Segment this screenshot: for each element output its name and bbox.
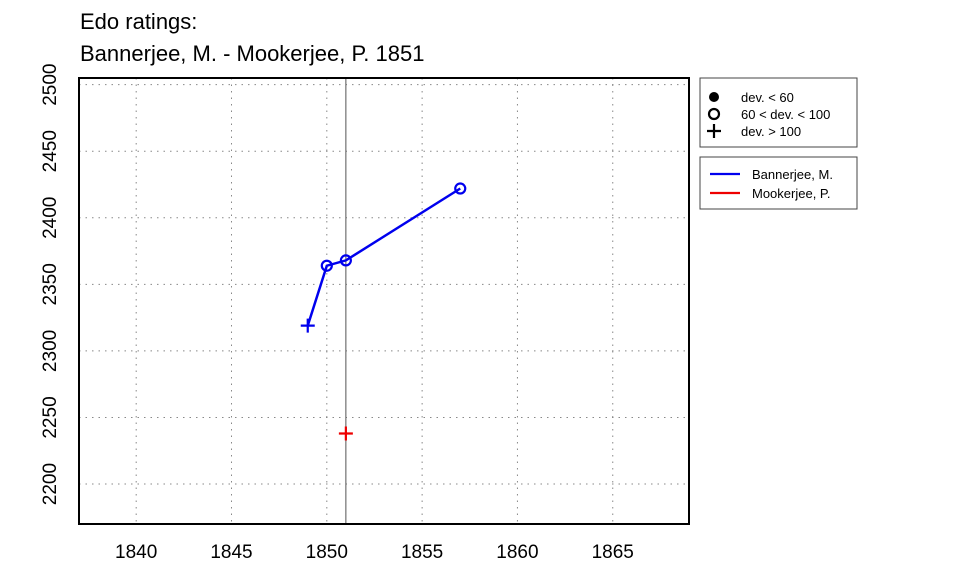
series-legend: Bannerjee, M. Mookerjee, P. [699, 156, 858, 210]
series-group [300, 182, 467, 441]
series-line [306, 187, 461, 327]
data-point-circle [320, 259, 333, 272]
data-point-circle [454, 182, 467, 195]
legend-label-bannerjee: Bannerjee, M. [752, 167, 833, 182]
data-point-plus [338, 426, 353, 441]
data-point-plus [300, 318, 315, 333]
data-point-circle [339, 254, 352, 267]
y-tick-label: 2450 [40, 130, 61, 172]
x-tick-label: 1855 [401, 542, 443, 563]
series-legend-box [699, 156, 858, 210]
filled-circle-icon [709, 92, 719, 102]
marker-legend-label-0: dev. < 60 [741, 90, 794, 105]
open-circle-icon [707, 107, 721, 121]
y-tick-label: 2350 [40, 263, 61, 305]
y-axis: 2200 2250 2300 2350 2400 2450 2500 [40, 64, 61, 506]
legend-label-mookerjee: Mookerjee, P. [752, 186, 831, 201]
y-tick-label: 2500 [40, 64, 61, 106]
y-tick-label: 2200 [40, 463, 61, 505]
marker-legend-label-2: dev. > 100 [741, 124, 801, 139]
marker-legend-box [699, 77, 858, 148]
x-tick-label: 1860 [496, 542, 538, 563]
x-axis: 1840 1845 1850 1855 1860 1865 [115, 542, 634, 563]
y-tick-label: 2400 [40, 197, 61, 239]
marker-legend: dev. < 60 60 < dev. < 100 dev. > 100 [699, 77, 858, 148]
plus-icon [707, 124, 721, 138]
chart-title: Edo ratings: [80, 9, 197, 34]
chart-subtitle: Bannerjee, M. - Mookerjee, P. 1851 [80, 41, 424, 66]
y-tick-label: 2300 [40, 330, 61, 372]
x-tick-label: 1840 [115, 542, 157, 563]
x-tick-label: 1865 [592, 542, 634, 563]
x-tick-label: 1845 [210, 542, 252, 563]
plot-frame [78, 77, 690, 525]
x-tick-label: 1850 [306, 542, 348, 563]
y-tick-label: 2250 [40, 396, 61, 438]
grid-lines [79, 78, 689, 524]
marker-legend-label-1: 60 < dev. < 100 [741, 107, 830, 122]
